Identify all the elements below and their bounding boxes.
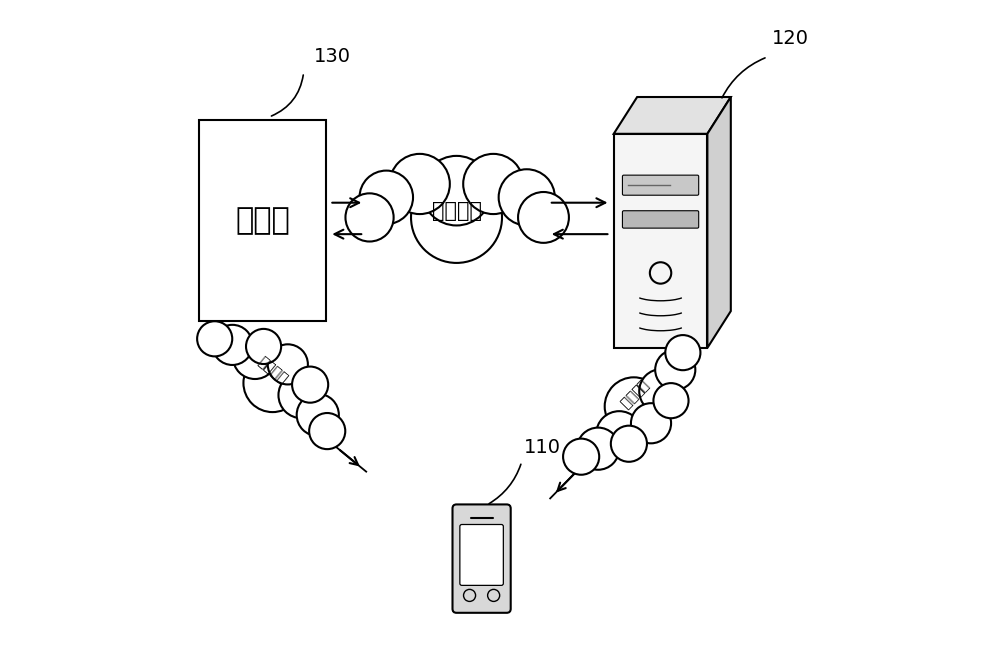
Text: 机器人: 机器人: [235, 206, 290, 235]
Circle shape: [422, 156, 491, 225]
Circle shape: [246, 329, 281, 364]
Circle shape: [563, 439, 599, 475]
Circle shape: [411, 172, 502, 263]
Bar: [199, 120, 326, 321]
Circle shape: [360, 171, 413, 224]
Circle shape: [309, 413, 345, 449]
Text: 130: 130: [314, 47, 351, 66]
Text: 110: 110: [524, 438, 561, 457]
Polygon shape: [614, 97, 731, 134]
Circle shape: [297, 394, 339, 436]
Polygon shape: [707, 97, 731, 348]
Circle shape: [463, 154, 523, 214]
Circle shape: [278, 372, 325, 418]
Polygon shape: [614, 134, 707, 348]
Text: 网络连接: 网络连接: [617, 377, 651, 411]
Circle shape: [631, 403, 671, 444]
Circle shape: [499, 169, 555, 225]
Circle shape: [605, 377, 663, 436]
Circle shape: [212, 325, 252, 365]
Text: 网络连接: 网络连接: [255, 355, 290, 387]
Circle shape: [292, 367, 328, 403]
Circle shape: [345, 193, 394, 242]
Circle shape: [268, 345, 308, 385]
FancyBboxPatch shape: [453, 504, 511, 613]
Circle shape: [596, 411, 642, 458]
Text: 120: 120: [772, 29, 809, 48]
FancyBboxPatch shape: [460, 524, 503, 585]
Circle shape: [518, 192, 569, 243]
FancyBboxPatch shape: [622, 175, 699, 195]
Circle shape: [577, 427, 619, 470]
Circle shape: [243, 354, 302, 412]
Circle shape: [611, 425, 647, 462]
Circle shape: [665, 335, 700, 370]
Circle shape: [653, 383, 689, 418]
Circle shape: [639, 369, 683, 413]
Circle shape: [197, 321, 232, 357]
Circle shape: [233, 335, 277, 379]
FancyBboxPatch shape: [622, 211, 699, 228]
Text: 网络连接: 网络连接: [432, 201, 482, 221]
Circle shape: [390, 154, 450, 214]
Circle shape: [655, 350, 695, 390]
